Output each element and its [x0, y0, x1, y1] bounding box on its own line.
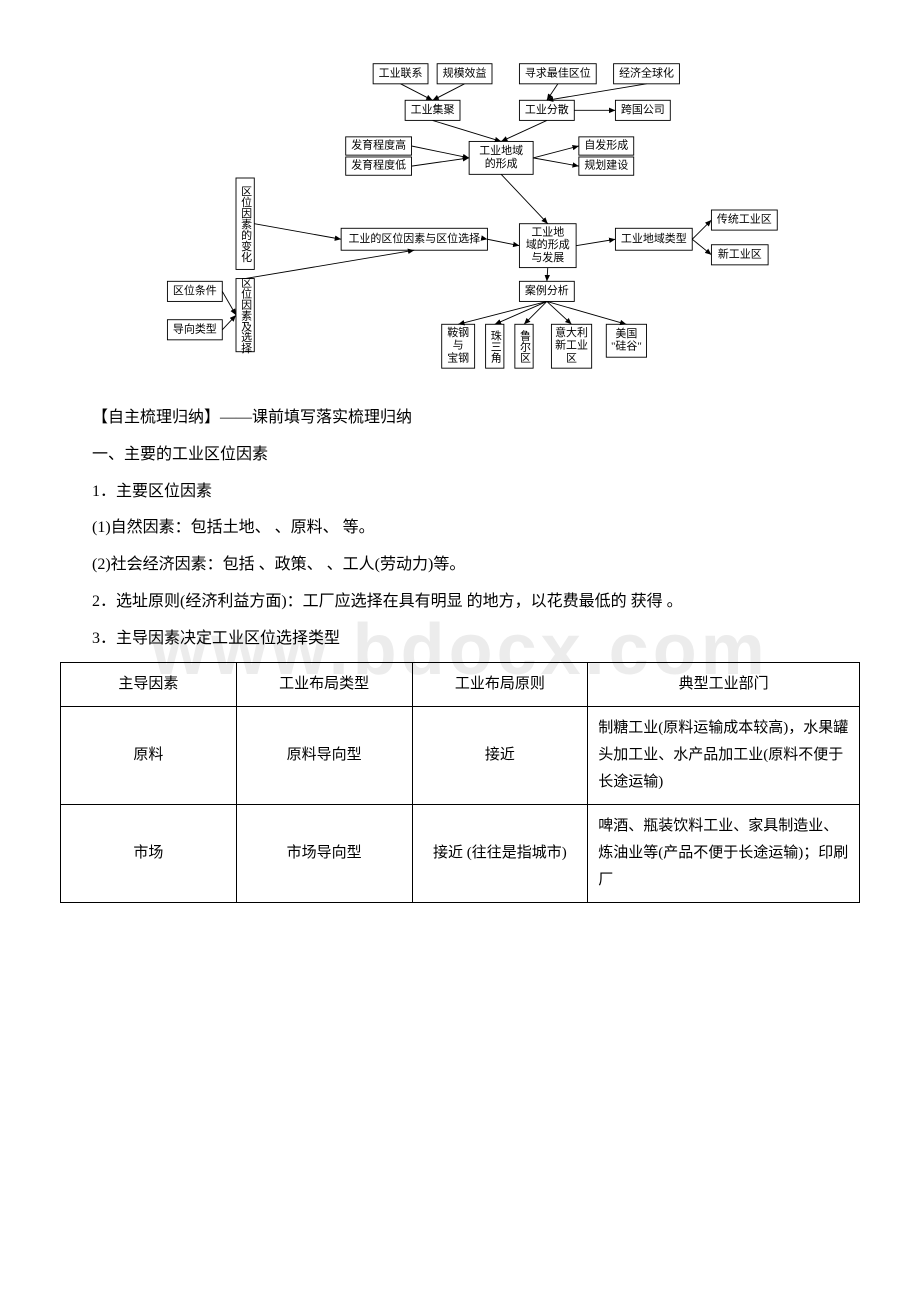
diagram-edge — [487, 239, 519, 245]
para-2: 2．选址原则(经济利益方面)：工厂应选择在具有明显 的地方，以花费最低的 获得 … — [60, 588, 860, 617]
table-cell: 制糖工业(原料运输成本较高)，水果罐头加工业、水产品加工业(原料不便于长途运输) — [588, 706, 860, 804]
diagram-edge — [547, 84, 558, 100]
diagram-edge — [533, 158, 579, 166]
diagram-edge — [412, 146, 470, 158]
diagram-node-label: 工业地域类型 — [621, 231, 687, 245]
table-header-cell: 工业布局类型 — [236, 662, 412, 706]
diagram-node-label: 工业联系 — [379, 66, 423, 79]
table-cell: 原料导向型 — [236, 706, 412, 804]
table-row: 市场市场导向型接近 (往往是指城市)啤酒、瓶装饮料工业、家具制造业、炼油业等(产… — [61, 804, 860, 902]
diagram-edge — [433, 120, 502, 141]
factors-table: 主导因素工业布局类型工业布局原则典型工业部门 原料原料导向型接近制糖工业(原料运… — [60, 662, 860, 903]
diagram-edge — [245, 250, 414, 278]
diagram-node-label: 跨国公司 — [621, 103, 665, 116]
diagram-node-label: 与发展 — [531, 250, 564, 264]
diagram-edge — [433, 84, 465, 100]
diagram-node-label: 规模效益 — [443, 65, 487, 79]
diagram-node-label: 美国 — [615, 327, 637, 340]
table-header-cell: 主导因素 — [61, 662, 237, 706]
diagram-edge — [547, 268, 548, 282]
section-intro: 【自主梳理归纳】——课前填写落实梳理归纳 — [60, 404, 860, 433]
diagram-node-label: 鞍钢 — [447, 325, 469, 339]
table-row: 原料原料导向型接近制糖工业(原料运输成本较高)，水果罐头加工业、水产品加工业(原… — [61, 706, 860, 804]
diagram-node-label: 的形成 — [485, 156, 518, 170]
diagram-node-label: 规划建设 — [584, 158, 628, 172]
diagram-node-label: 传统工业区 — [717, 213, 772, 226]
diagram-node-label: 宝钢 — [447, 351, 469, 365]
diagram-node-label: 工业集聚 — [411, 102, 455, 116]
diagram-node-label: 区位条件 — [173, 283, 217, 297]
diagram-node-label: 新工业区 — [718, 246, 762, 260]
diagram-node-label: 区位因素的变化 — [240, 185, 252, 262]
diagram-edge — [501, 174, 548, 223]
diagram-node-label: 自发形成 — [584, 138, 628, 152]
diagram-node-label: 发育程度低 — [351, 158, 406, 172]
table-body: 原料原料导向型接近制糖工业(原料运输成本较高)，水果罐头加工业、水产品加工业(原… — [61, 706, 860, 902]
diagram-edge — [222, 291, 236, 315]
diagram-node-label: 与 — [453, 339, 464, 352]
diagram-edge — [401, 84, 433, 100]
diagram-node-label: 区位因素及选择 — [240, 277, 252, 354]
diagram-node-label: 工业地域 — [479, 144, 523, 157]
diagram-edge — [222, 315, 236, 330]
para-1: 1．主要区位因素 — [60, 478, 860, 507]
diagram-edge — [692, 239, 711, 255]
table-cell: 原料 — [61, 706, 237, 804]
diagram-node-label: "硅谷" — [611, 340, 642, 353]
concept-diagram: 工业联系 规模效益 寻求最佳区位 经济全球化工业集聚 工业分散 跨国公司发育程度高发育程度… — [60, 40, 860, 380]
diagram-node-label: 工业地 — [531, 225, 564, 238]
diagram-edge — [524, 301, 547, 324]
table-cell: 接近 — [412, 706, 588, 804]
diagram-node-label: 案例分析 — [525, 283, 569, 297]
diagram-edge — [501, 120, 547, 141]
table-cell: 市场 — [61, 804, 237, 902]
diagram-node-label: 鲁尔区 — [518, 328, 530, 362]
diagram-node-label: 导向类型 — [173, 321, 217, 335]
table-header-row: 主导因素工业布局类型工业布局原则典型工业部门 — [61, 662, 860, 706]
diagram-node-label: 工业分散 — [525, 102, 569, 116]
diagram-edge — [547, 84, 647, 100]
diagram-edge — [692, 220, 711, 239]
diagram-node-label: 经济全球化 — [619, 65, 674, 79]
diagram-node-label: 新工业 — [555, 338, 588, 352]
page-content: 工业联系 规模效益 寻求最佳区位 经济全球化工业集聚 工业分散 跨国公司发育程度高发育程度… — [60, 40, 860, 903]
table-cell: 啤酒、瓶装饮料工业、家具制造业、炼油业等(产品不便于长途运输)；印刷厂 — [588, 804, 860, 902]
para-3: 3．主导因素决定工业区位选择类型 — [60, 625, 860, 654]
table-header-cell: 工业布局原则 — [412, 662, 588, 706]
para-1b: (2)社会经济因素：包括 、政策、 、工人(劳动力)等。 — [60, 551, 860, 580]
table-cell: 市场导向型 — [236, 804, 412, 902]
diagram-node-label: 珠三角 — [489, 328, 501, 363]
diagram-edge — [412, 158, 470, 166]
heading-1: 一、主要的工业区位因素 — [60, 441, 860, 470]
diagram-node-label: 意大利 — [555, 325, 588, 339]
table-cell: 接近 (往往是指城市) — [412, 804, 588, 902]
diagram-edge — [576, 239, 615, 245]
diagram-node-label: 寻求最佳区位 — [525, 65, 591, 79]
diagram-svg: 工业联系 规模效益 寻求最佳区位 经济全球化工业集聚 工业分散 跨国公司发育程度高发育程度… — [140, 40, 780, 380]
diagram-edge — [254, 224, 341, 240]
para-1a: (1)自然因素：包括土地、 、原料、 等。 — [60, 514, 860, 543]
diagram-edge — [533, 146, 579, 158]
diagram-node-label: 域的形成 — [526, 237, 570, 251]
diagram-node-label: 工业的区位因素与区位选择 — [348, 231, 480, 245]
diagram-node-label: 发育程度高 — [351, 138, 406, 152]
diagram-node-label: 区 — [566, 353, 577, 365]
table-header-cell: 典型工业部门 — [588, 662, 860, 706]
